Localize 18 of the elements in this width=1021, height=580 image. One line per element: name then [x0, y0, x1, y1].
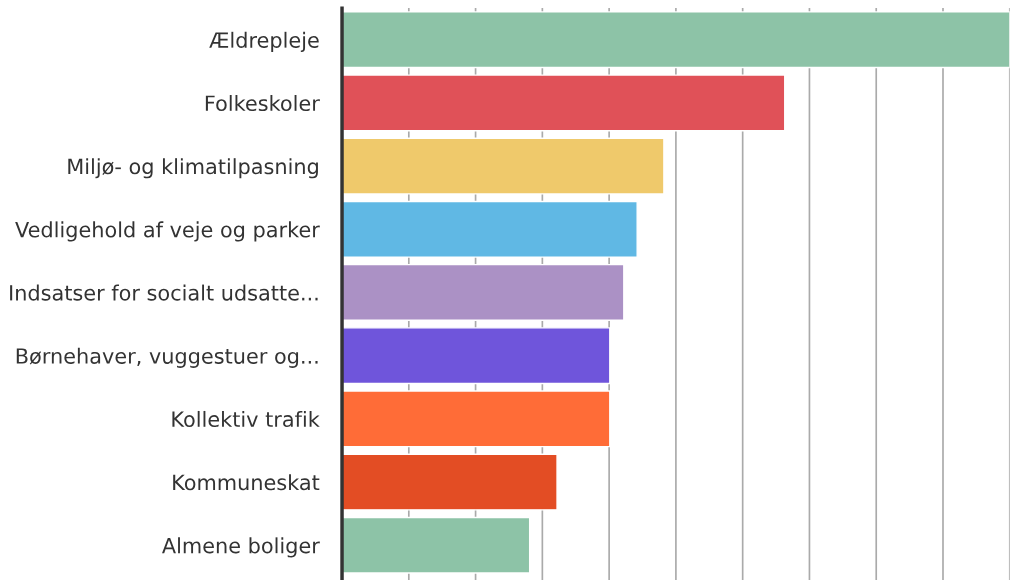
- bar: [342, 137, 665, 195]
- bar: [342, 390, 611, 448]
- bar: [342, 200, 638, 258]
- y-tick-label: Børnehaver, vuggestuer og...: [16, 347, 318, 368]
- y-tick-label: Miljø- og klimatilpasning: [68, 158, 318, 179]
- y-tick-label: Indsatser for socialt udsatte...: [10, 284, 318, 301]
- y-tick-label: Almene boliger: [162, 537, 320, 558]
- y-tick-label: Kollektiv trafik: [172, 410, 320, 428]
- y-tick-label: Ældrepleje: [209, 31, 319, 52]
- y-tick-label: Kommuneskat: [173, 474, 320, 491]
- bar: [342, 516, 531, 574]
- bar: [342, 453, 558, 511]
- y-tick-label: Vedligehold af veje og parker: [15, 221, 320, 242]
- bar: [342, 11, 1010, 69]
- y-tick-label: Folkeskoler: [205, 94, 320, 112]
- bar: [342, 74, 786, 132]
- bar: [342, 327, 611, 385]
- bar: [342, 263, 625, 321]
